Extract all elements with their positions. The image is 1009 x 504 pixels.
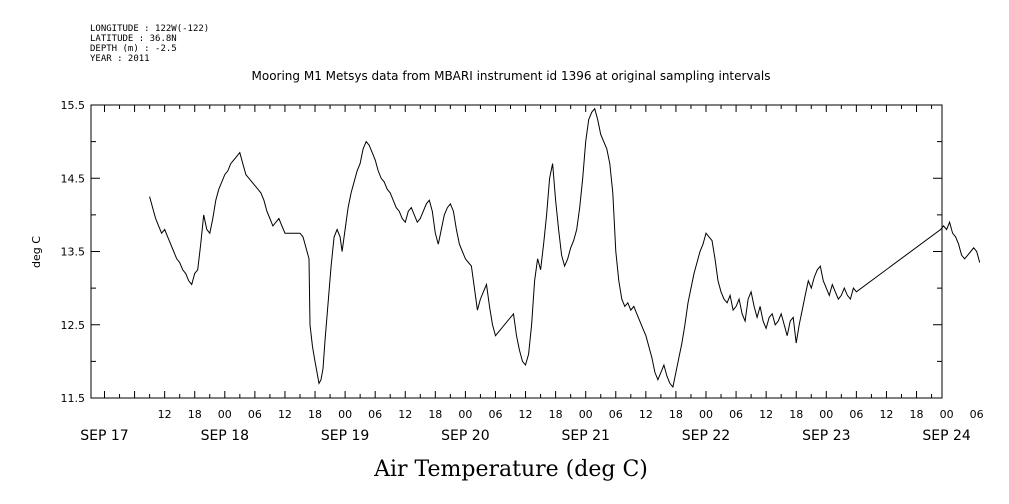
x-tick-label: 00 [699,408,713,421]
depth-label: DEPTH (m) : -2.5 [90,44,177,54]
x-tick-label: 18 [789,408,803,421]
x-tick-label: 06 [248,408,262,421]
x-tick-label: 18 [669,408,683,421]
x-tick-label: 12 [398,408,412,421]
y-axis-label: deg C [30,236,43,268]
x-date-label: SEP 23 [802,428,850,444]
x-tick-label: 12 [158,408,172,421]
chart-title: Mooring M1 Metsys data from MBARI instru… [252,69,771,83]
x-tick-label: 18 [910,408,924,421]
year-label: YEAR : 2011 [90,54,150,64]
x-tick-label: 06 [970,408,984,421]
x-date-label: SEP 21 [561,428,609,444]
x-tick-label: 12 [639,408,653,421]
axis-ticks [91,104,942,399]
x-tick-label: 06 [729,408,743,421]
x-tick-label: 18 [428,408,442,421]
latitude-label: LATITUDE : 36.8N [90,34,177,44]
y-tick-label: 15.5 [61,99,86,112]
x-date-label: SEP 19 [321,428,369,444]
x-tick-label: 18 [188,408,202,421]
y-tick-label: 14.5 [61,172,86,185]
y-tick-label: 12.5 [61,319,86,332]
x-tick-label: 00 [819,408,833,421]
y-tick-label: 13.5 [61,246,86,259]
longitude-label: LONGITUDE : 122W(-122) [90,24,209,34]
x-tick-label: 18 [549,408,563,421]
x-tick-label: 06 [609,408,623,421]
x-tick-label: 12 [278,408,292,421]
x-tick-label: 00 [218,408,232,421]
x-tick-label: 00 [458,408,472,421]
x-tick-label: 12 [759,408,773,421]
x-tick-label: 06 [488,408,502,421]
y-tick-label: 11.5 [61,392,86,405]
plot-frame [90,104,943,399]
x-tick-label: 12 [879,408,893,421]
x-tick-label: 06 [368,408,382,421]
x-tick-label: 00 [940,408,954,421]
x-tick-label: 00 [338,408,352,421]
x-axis-caption: Air Temperature (deg C) [373,457,648,482]
x-tick-label: 00 [579,408,593,421]
series-line-air-temperature [149,107,981,389]
x-tick-label: 12 [519,408,533,421]
x-date-label: SEP 22 [682,428,730,444]
x-date-label: SEP 18 [201,428,249,444]
x-tick-label: 06 [849,408,863,421]
x-tick-label: 18 [308,408,322,421]
x-date-label: SEP 20 [441,428,489,444]
x-date-label: SEP 24 [922,428,971,444]
x-date-label: SEP 17 [80,428,128,444]
axis-tick-labels: 12 18 00 06 12 18 00 06 12 18 00 06 12 18 00 06 12 18 00 06… [61,99,984,444]
